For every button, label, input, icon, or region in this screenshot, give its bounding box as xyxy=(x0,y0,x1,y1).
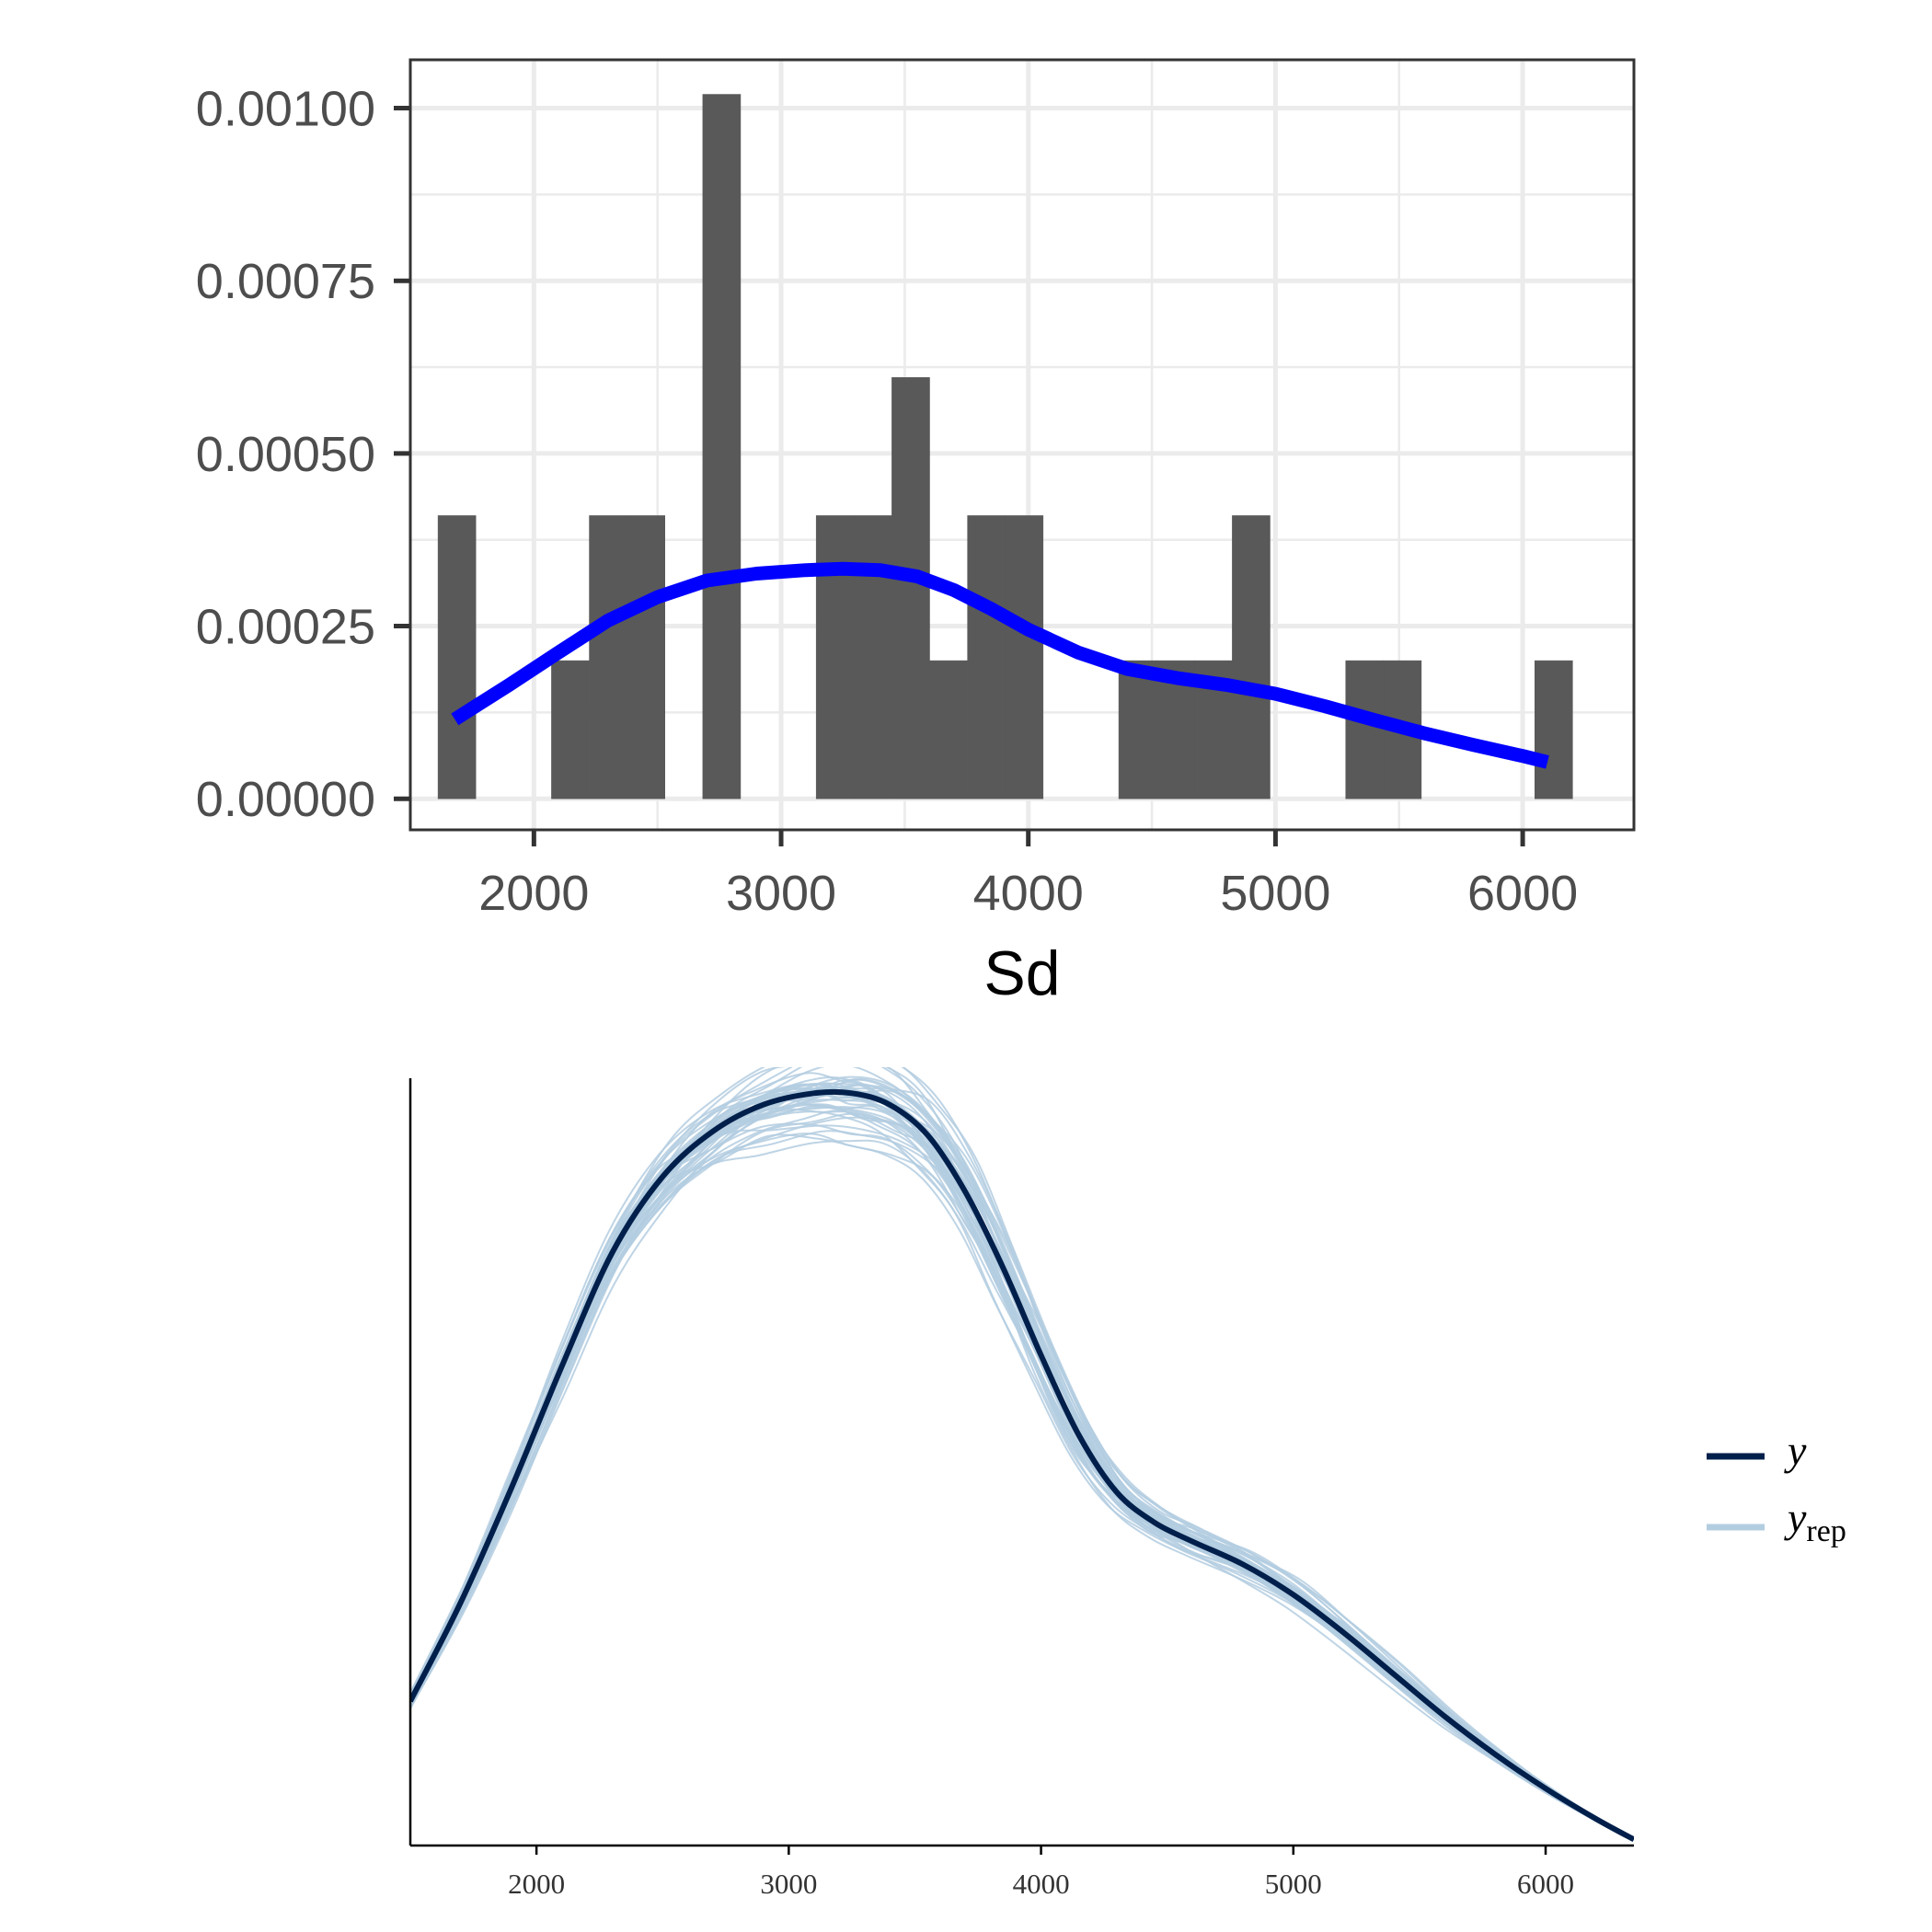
yrep-line xyxy=(410,1092,1634,1841)
y-tick-label: 0.00025 xyxy=(196,600,375,655)
x-tick-label: 2000 xyxy=(508,1868,565,1900)
x-tick-label: 5000 xyxy=(1220,866,1330,921)
histogram-bar xyxy=(929,660,968,799)
histogram-bar xyxy=(589,515,627,799)
x-tick-label: 2000 xyxy=(478,866,589,921)
y-tick-label: 0.00000 xyxy=(196,772,375,827)
x-tick-label: 5000 xyxy=(1265,1868,1322,1900)
x-axis: 2000 3000 4000 5000 6000 xyxy=(478,830,1578,921)
y-tick-label: 0.00075 xyxy=(196,254,375,309)
y-axis: 0.00000 0.00025 0.00050 0.00075 0.00100 xyxy=(196,82,410,827)
x-tick-label: 4000 xyxy=(973,866,1084,921)
plot-border xyxy=(408,58,1636,832)
yrep-line xyxy=(410,1133,1634,1841)
histogram-bar xyxy=(702,94,742,799)
yrep-line xyxy=(410,1078,1634,1840)
histogram-bar xyxy=(1118,660,1157,799)
x-tick-label: 3000 xyxy=(726,866,836,921)
histogram-bar xyxy=(1345,660,1385,799)
yrep-line xyxy=(410,1110,1633,1841)
y-tick-label: 0.00100 xyxy=(196,82,375,137)
x-tick-label: 3000 xyxy=(760,1868,817,1900)
x-tick-label: 6000 xyxy=(1517,1868,1574,1900)
yrep-line xyxy=(410,1133,1634,1840)
x-axis-label: Sd xyxy=(983,938,1060,1008)
density-line xyxy=(451,561,1549,769)
histogram-bar xyxy=(891,377,930,799)
legend: y yrep xyxy=(1707,1427,1846,1548)
legend-label-y: y xyxy=(1784,1427,1807,1474)
histogram-panel: 0.00000 0.00025 0.00050 0.00075 0.00100 2000… xyxy=(196,58,1636,1008)
ppc-density-panel: 2000 3000 4000 5000 6000 y yrep xyxy=(408,1067,1846,1900)
histogram-bar xyxy=(854,515,892,799)
legend-label-yrep: yrep xyxy=(1784,1494,1846,1548)
histogram-bar xyxy=(815,515,855,799)
yrep-line xyxy=(410,1139,1634,1841)
histogram-bar xyxy=(1005,515,1044,799)
y-tick-label: 0.00050 xyxy=(196,427,375,482)
x-axis-bottom: 2000 3000 4000 5000 6000 xyxy=(508,1846,1574,1900)
y-line xyxy=(410,1088,1634,1843)
histogram-bar xyxy=(627,515,665,799)
histogram-bar xyxy=(551,660,590,799)
yrep-line xyxy=(410,1110,1634,1841)
histogram-bar xyxy=(967,515,1006,799)
x-tick-label: 6000 xyxy=(1467,866,1578,921)
histogram-bar xyxy=(1535,660,1573,799)
histogram-bar xyxy=(437,515,477,799)
x-tick-label: 4000 xyxy=(1013,1868,1070,1900)
histogram-bar xyxy=(1232,515,1271,799)
